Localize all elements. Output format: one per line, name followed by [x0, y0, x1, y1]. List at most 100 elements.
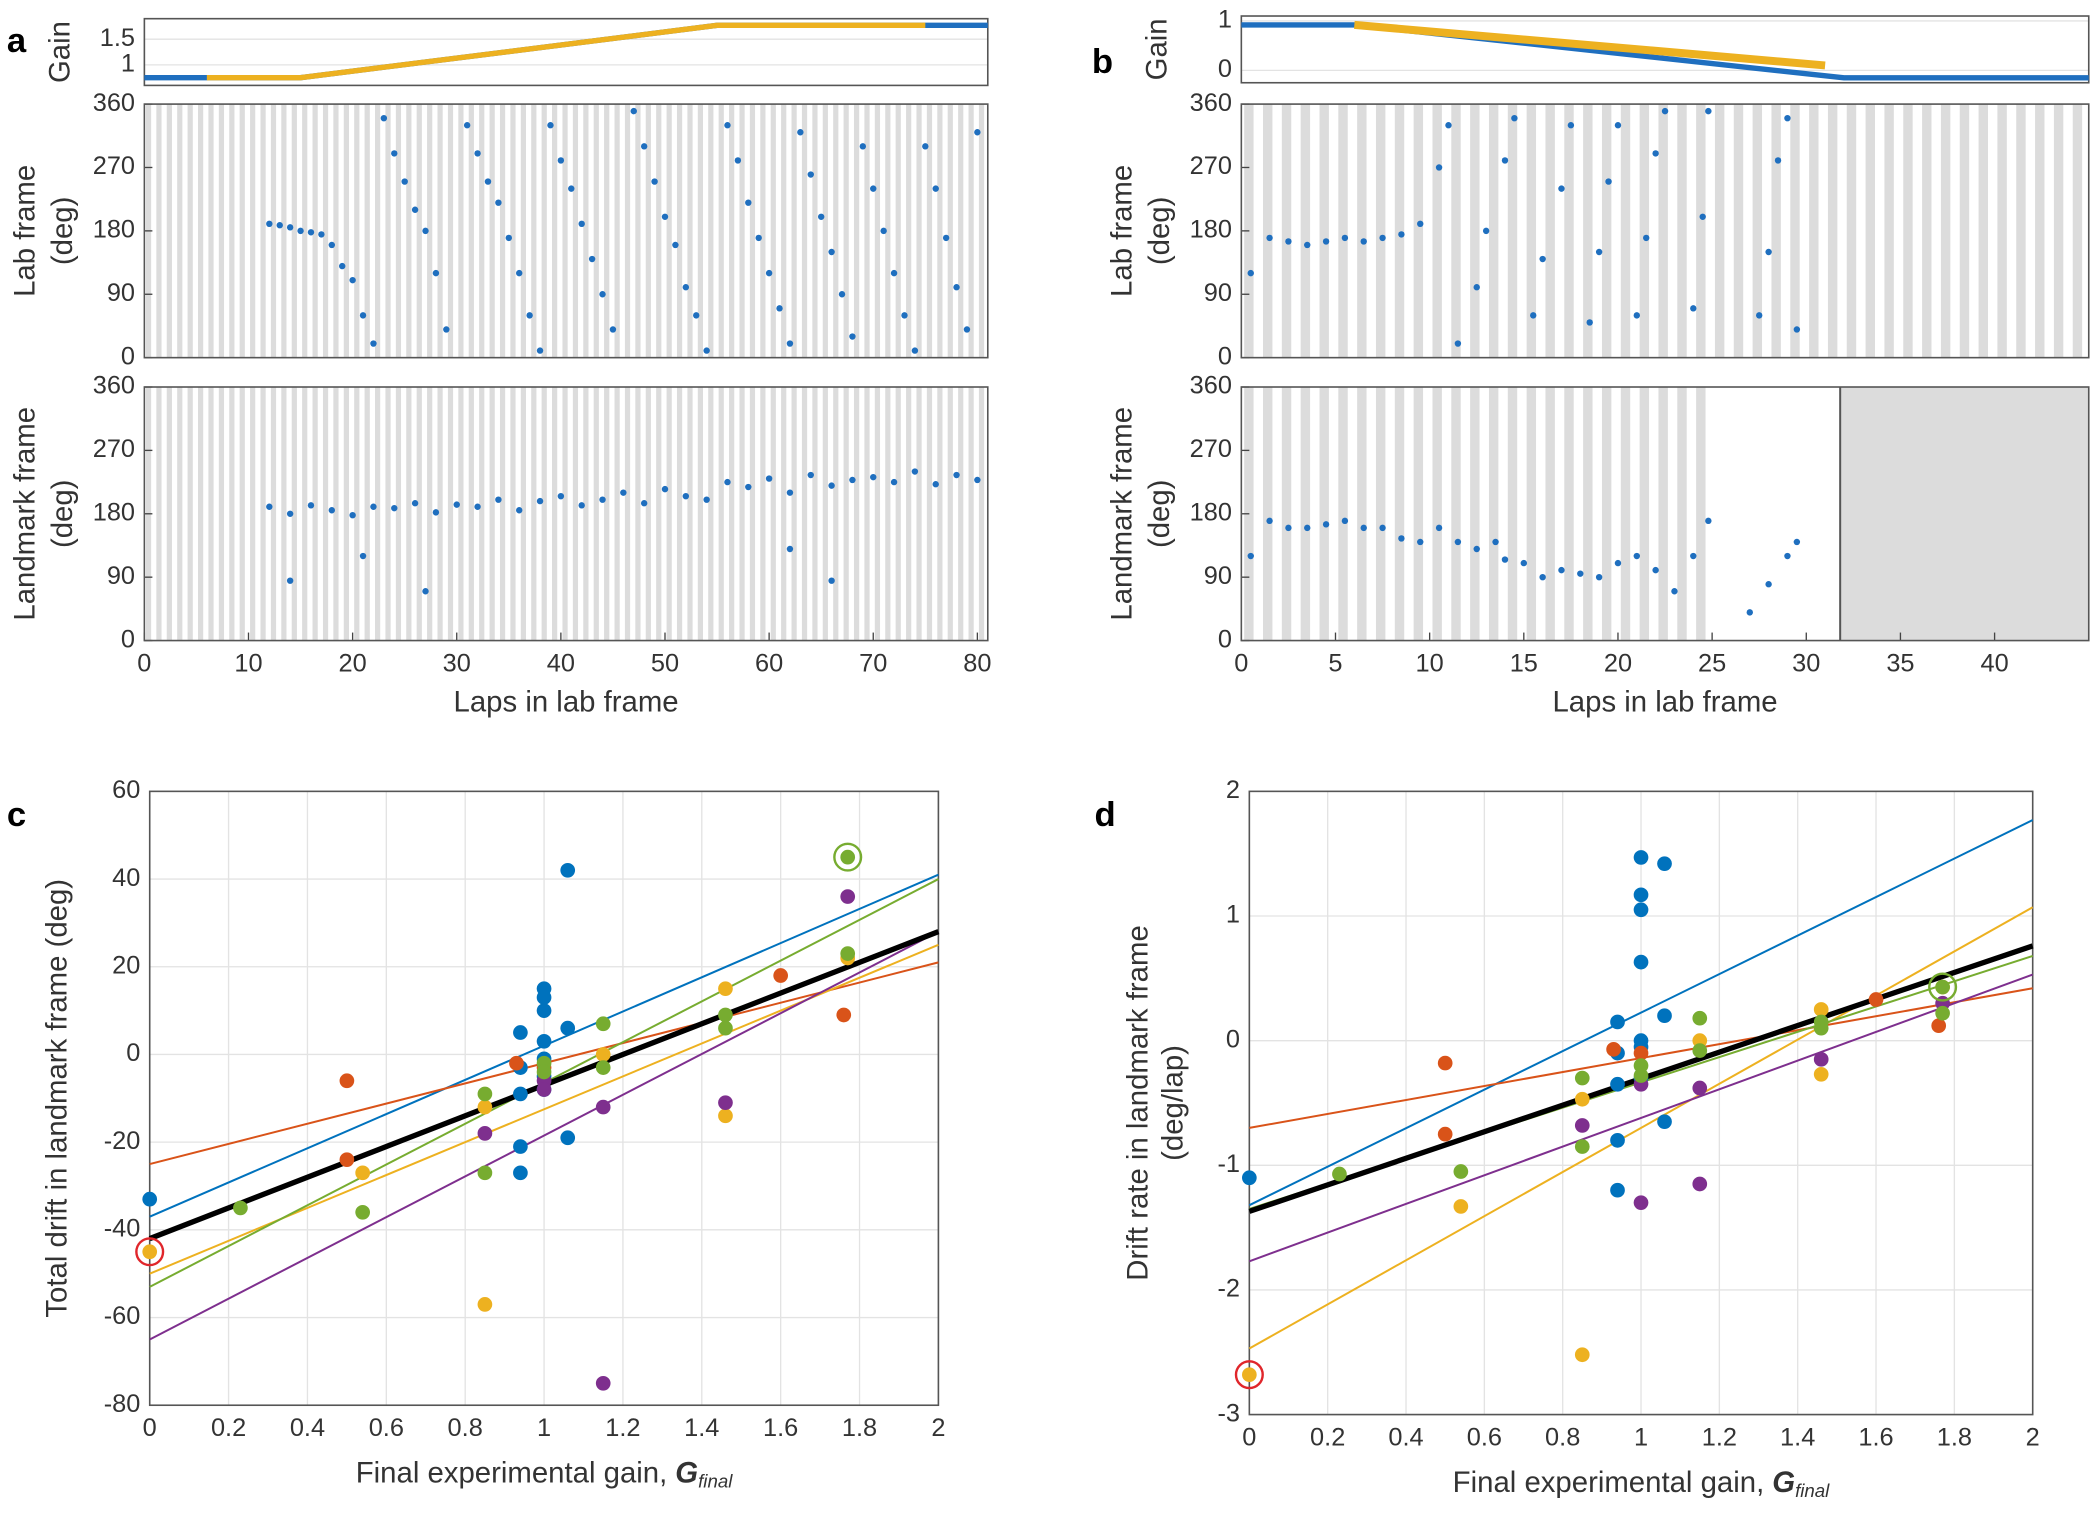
lap-stripe [635, 387, 641, 641]
lap-stripe [1300, 104, 1311, 358]
lap-stripe [1262, 387, 1273, 641]
lap-stripe [885, 387, 891, 641]
data-point [786, 489, 794, 496]
series-line [1248, 906, 2034, 1350]
y-tick-label: 1.5 [100, 24, 135, 52]
lap-stripe [333, 387, 339, 641]
x-tick-label: 1 [537, 1414, 551, 1442]
data-point [349, 511, 356, 519]
data-point [536, 1064, 552, 1080]
data-point [1935, 1005, 1950, 1021]
lap-stripe [322, 387, 329, 641]
data-point [370, 503, 377, 510]
lap-stripe [916, 104, 922, 358]
lap-stripe [624, 387, 631, 641]
lap-stripe [1338, 104, 1348, 358]
panel-letter: a [7, 22, 27, 60]
data-point [484, 178, 492, 185]
data-point [630, 107, 637, 115]
data-point [328, 241, 336, 249]
y-tick-label: -20 [104, 1127, 141, 1155]
x-tick-label: 0 [137, 649, 151, 677]
data-point [1868, 992, 1884, 1007]
y-tick-label: 0 [121, 625, 135, 653]
series-line [1241, 22, 2089, 81]
lap-stripe [1319, 387, 1329, 641]
x-tick-label: 0.6 [1467, 1423, 1502, 1451]
data-point [1699, 213, 1706, 220]
data-point [359, 312, 367, 319]
lap-stripe [385, 104, 391, 358]
data-point [1692, 1010, 1708, 1026]
lap-stripe [760, 387, 766, 641]
data-point [505, 234, 513, 242]
lap-stripe [489, 104, 495, 358]
data-point [1705, 107, 1712, 115]
data-point [1813, 1014, 1829, 1030]
lap-stripe [281, 104, 287, 358]
data-point [1643, 234, 1650, 242]
x-axis-label-subscript: final [1795, 1480, 1830, 1501]
data-point [1567, 122, 1575, 129]
data-point [1558, 566, 1565, 574]
lap-stripe [1846, 104, 1857, 358]
panel-letter: d [1095, 796, 1116, 834]
data-point [595, 1047, 611, 1062]
lap-stripe [1583, 387, 1593, 641]
x-tick-label: 0.8 [1545, 1423, 1580, 1451]
y-tick-label: 40 [112, 864, 140, 892]
data-point [477, 1126, 493, 1141]
x-tick-label: 0.4 [290, 1414, 325, 1442]
data-point [890, 478, 898, 486]
data-point [1931, 1018, 1947, 1034]
x-tick-label: 30 [1792, 649, 1820, 677]
data-point [718, 1007, 733, 1023]
lap-stripe [666, 104, 672, 358]
data-point [463, 122, 471, 129]
lap-stripe [1262, 104, 1273, 358]
data-point [1360, 524, 1367, 532]
lap-stripe [270, 104, 277, 358]
data-point [355, 1204, 370, 1220]
y-axis-label: Drift rate in landmark frame [1122, 925, 1155, 1281]
lap-stripe [926, 387, 933, 641]
lap-stripe [479, 387, 485, 641]
data-point [870, 473, 877, 481]
lap-stripe [427, 387, 433, 641]
y-tick-label: -3 [1217, 1399, 1240, 1427]
panel-6: -80 -60 -40 -20 0 20 40 60 0 0.2 0.4 0.6 0.8 1 1.2 1.4 1… [7, 776, 946, 1492]
lap-stripe [822, 104, 828, 358]
lap-stripe [406, 104, 412, 358]
lap-stripe [729, 387, 735, 641]
lap-stripe [375, 104, 381, 358]
data-point [765, 475, 773, 482]
lap-stripe [947, 387, 953, 641]
data-point [599, 496, 606, 503]
data-point [297, 227, 304, 235]
lap-stripe [437, 387, 443, 641]
lap-stripe [1922, 104, 1932, 358]
data-point [1633, 954, 1649, 970]
data-point [536, 1003, 552, 1018]
data-point [1692, 1176, 1708, 1192]
axes-box [1240, 386, 2090, 642]
lap-stripe [187, 387, 193, 641]
data-point [1539, 255, 1546, 263]
lap-stripe [1357, 387, 1367, 641]
lap-stripe [1394, 104, 1405, 358]
data-point [724, 122, 731, 129]
data-point [1539, 573, 1546, 581]
lap-stripe [812, 387, 818, 641]
data-point [1633, 1068, 1649, 1083]
lap-stripe [729, 104, 735, 358]
lap-stripe [1620, 387, 1631, 641]
y-axis-label: Total drift in landmark frame (deg) [41, 879, 74, 1318]
data-point [1610, 1182, 1625, 1198]
lap-stripe [541, 104, 547, 358]
data-point [142, 1244, 158, 1260]
data-point [1435, 164, 1443, 171]
lap-stripe [427, 104, 433, 358]
data-point [1454, 538, 1462, 546]
lap-stripe [416, 387, 422, 641]
